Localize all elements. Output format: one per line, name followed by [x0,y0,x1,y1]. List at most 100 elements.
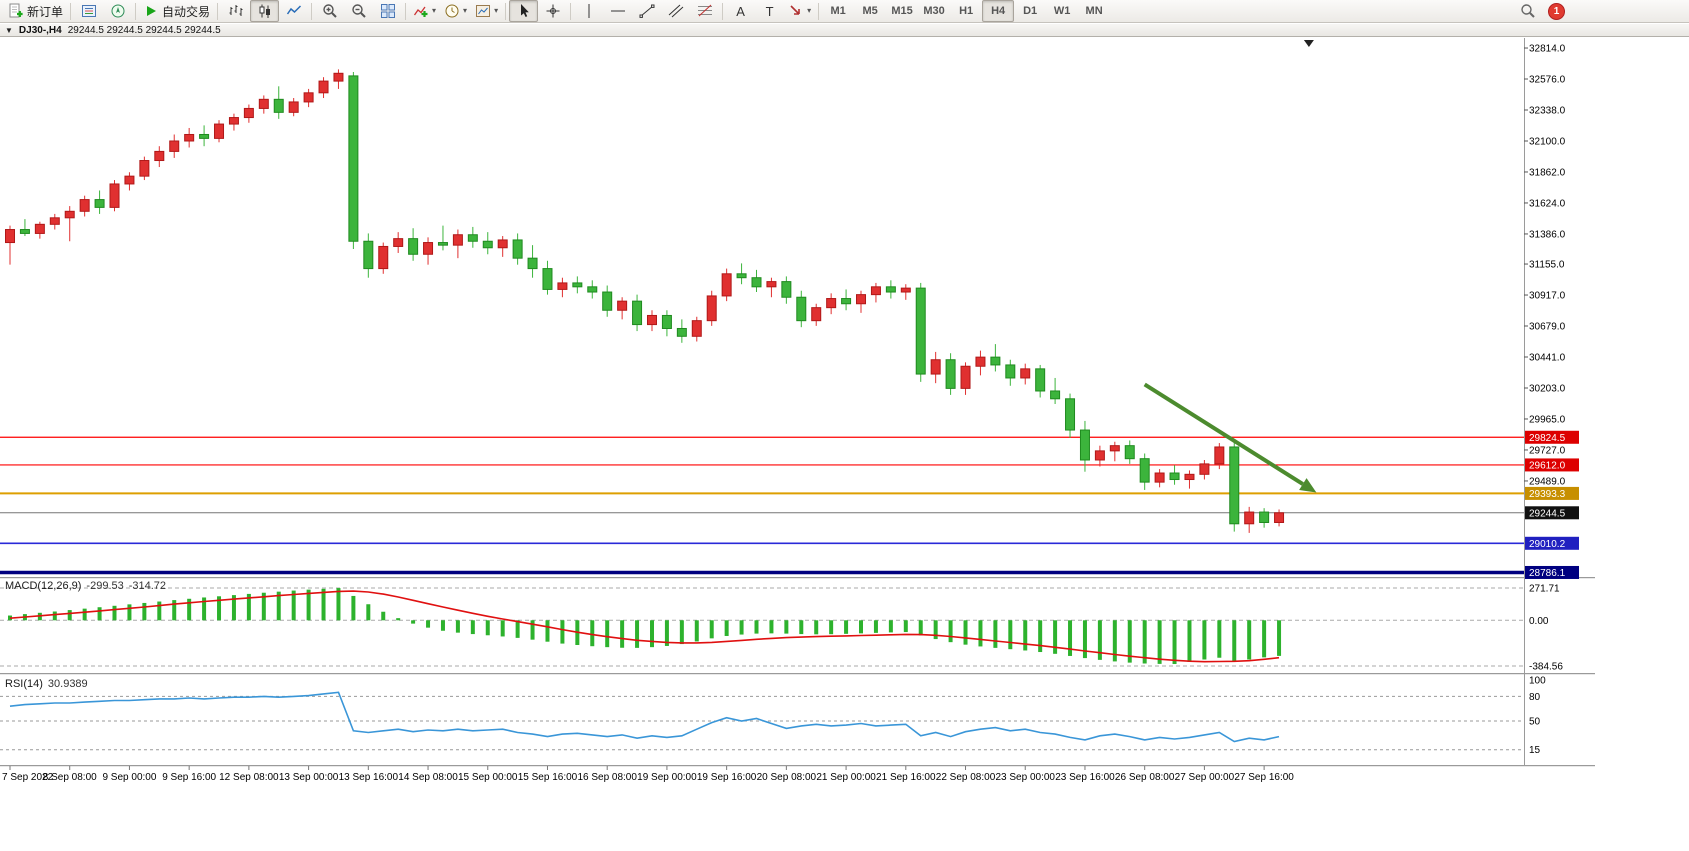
label-tool-icon: T [765,3,774,19]
fibonacci-icon [697,4,712,17]
dropdown-caret-icon: ▾ [432,6,437,15]
autotrading-play-icon [147,6,157,16]
timeframe-m1-button[interactable]: M1 [830,5,846,17]
svg-text:32338.0: 32338.0 [1529,106,1566,117]
arrows-tool-button[interactable]: ▾ [784,0,815,22]
chart-area[interactable]: 271.71 0.00 -384.56 100 80 50 15 32814.0 32576.0… [0,38,1689,851]
timeframe-m15-button[interactable]: M15 [891,5,913,17]
svg-text:31862.0: 31862.0 [1529,167,1566,178]
svg-text:30203.0: 30203.0 [1529,383,1566,394]
toolbar-separator [505,2,507,20]
price-tag-29824.5: 29824.5 [1525,430,1579,444]
chart-menu-icon[interactable]: ▼ [5,25,13,35]
svg-text:15: 15 [1529,745,1541,756]
vertical-line-tool-button[interactable] [574,0,603,22]
search-button[interactable] [1513,0,1542,22]
text-label-tool-button[interactable]: T [755,0,784,22]
svg-text:31624.0: 31624.0 [1529,198,1566,209]
price-lines [0,436,1524,575]
price-tag-29244.5: 29244.5 [1525,506,1579,520]
svg-text:23 Sep 00:00: 23 Sep 00:00 [995,772,1055,783]
svg-text:30917.0: 30917.0 [1529,291,1566,302]
cursor-tool-button[interactable] [509,0,539,22]
svg-text:28786.1: 28786.1 [1529,568,1566,579]
bar-chart-mode-button[interactable] [221,0,250,22]
trendline-tool-button[interactable] [632,0,661,22]
svg-text:31386.0: 31386.0 [1529,229,1566,240]
svg-text:29824.5: 29824.5 [1529,433,1566,444]
timeframe-m30-button[interactable]: M30 [923,5,945,17]
text-tool-button[interactable]: A [726,0,755,22]
vertical-line-icon [588,4,590,18]
svg-text:31155.0: 31155.0 [1529,260,1565,271]
notification-badge[interactable]: 1 [1548,2,1565,20]
price-tag-28786.1: 28786.1 [1525,565,1579,579]
svg-text:22 Sep 08:00: 22 Sep 08:00 [936,772,996,783]
svg-text:15 Sep 16:00: 15 Sep 16:00 [518,772,578,783]
autotrading-label: 自动交易 [162,4,211,19]
dropdown-caret-icon: ▾ [494,6,499,15]
svg-text:29727.0: 29727.0 [1529,445,1566,456]
toolbar-separator [311,2,313,20]
candlesticks [5,69,1285,533]
line-chart-mode-button[interactable] [279,0,308,22]
cursor-icon [520,4,529,17]
bar-chart-icon [229,5,243,16]
svg-text:80: 80 [1529,692,1541,703]
line-chart-icon [286,5,301,15]
periods-button[interactable]: ▾ [440,0,471,22]
timeframe-mn-button[interactable]: MN [1085,5,1103,17]
trendline-icon [639,4,655,18]
svg-text:26 Sep 08:00: 26 Sep 08:00 [1115,772,1175,783]
arrow-objects-icon [790,5,800,15]
channel-tool-button[interactable] [661,0,690,22]
tile-windows-button[interactable] [373,0,402,22]
toolbar-right-group: 1 [1513,0,1685,22]
toolbar-separator [405,2,407,20]
svg-text:19 Sep 16:00: 19 Sep 16:00 [697,772,757,783]
navigator-icon [111,4,125,18]
zoom-out-button[interactable] [344,0,373,22]
zoom-in-button[interactable] [315,0,344,22]
trend-arrow-annotation [1143,382,1317,493]
svg-text:8 Sep 08:00: 8 Sep 08:00 [43,772,97,783]
horizontal-line-tool-button[interactable] [603,0,632,22]
svg-text:29244.5: 29244.5 [1529,508,1566,519]
svg-text:29393.3: 29393.3 [1529,489,1566,500]
svg-text:15 Sep 00:00: 15 Sep 00:00 [458,772,518,783]
candlestick-mode-button[interactable] [250,0,280,22]
indicators-button[interactable]: ▾ [409,0,440,22]
template-icon [476,5,491,17]
navigator-button[interactable] [103,0,132,22]
search-icon [1520,4,1535,18]
timeframe-d1-button[interactable]: D1 [1023,5,1038,17]
indicators-icon [413,6,428,17]
crosshair-icon [546,4,560,18]
timeframe-w1-button[interactable]: W1 [1053,5,1071,17]
panel-separators[interactable] [0,577,1595,767]
fibonacci-tool-button[interactable] [690,0,719,22]
svg-text:21 Sep 00:00: 21 Sep 00:00 [816,772,876,783]
svg-text:29489.0: 29489.0 [1529,476,1566,487]
clock-icon [445,4,459,18]
price-axis[interactable]: 32814.0 32576.0 32338.0 32100.0 31862.0 31624… [1524,38,1579,765]
crosshair-tool-button[interactable] [538,0,567,22]
timeframe-m5-button[interactable]: M5 [862,5,878,17]
timeframe-h1-button[interactable]: H1 [959,5,974,17]
templates-button[interactable]: ▾ [471,0,502,22]
price-tag-29393.3: 29393.3 [1525,486,1579,500]
market-watch-button[interactable] [74,0,103,22]
price-tag-29010.2: 29010.2 [1525,536,1579,550]
svg-text:32814.0: 32814.0 [1529,44,1566,55]
new-order-button[interactable]: 新订单 [4,0,67,22]
svg-text:23 Sep 16:00: 23 Sep 16:00 [1055,772,1115,783]
svg-text:271.71: 271.71 [1529,584,1560,595]
svg-text:7 Sep 2022: 7 Sep 2022 [2,772,54,783]
autotrading-button[interactable]: 自动交易 [139,0,214,22]
svg-text:32100.0: 32100.0 [1529,136,1566,147]
timeframe-h4-button[interactable]: H4 [982,0,1015,22]
svg-text:29965.0: 29965.0 [1529,414,1566,425]
candlestick-icon [259,4,270,18]
new-order-label: 新订单 [27,4,64,19]
